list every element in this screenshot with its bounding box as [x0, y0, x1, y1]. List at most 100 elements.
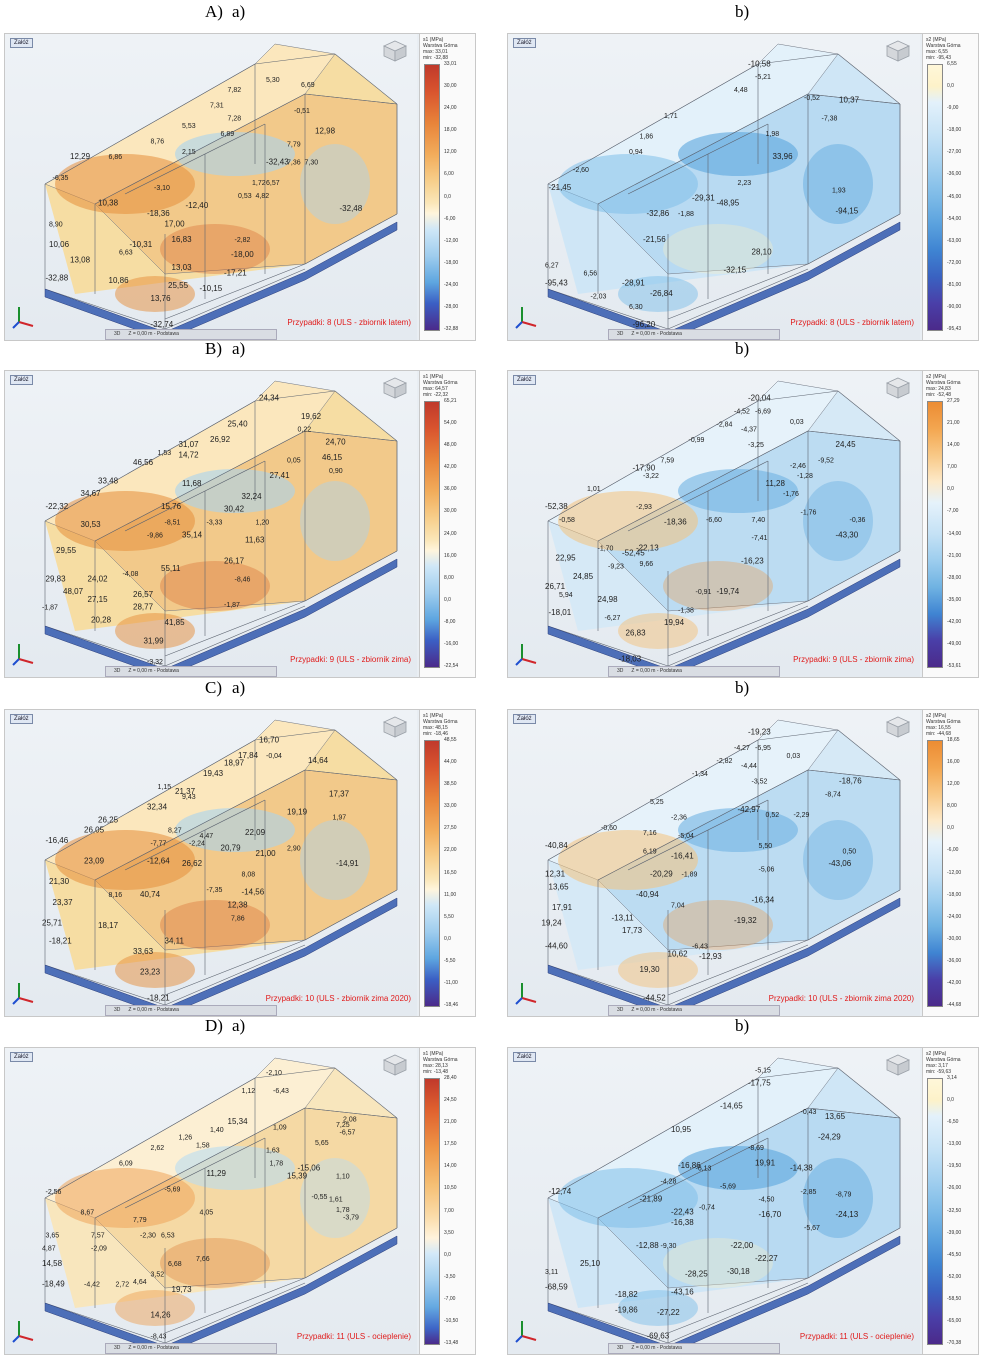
legend-tick-label: 24,50	[444, 1097, 457, 1104]
zaloz-button[interactable]: Załóż	[513, 375, 536, 385]
legend-tick-label: 48,00	[444, 442, 457, 449]
3d-viewport[interactable]: 5,30 6,69 7,82 7,31 -0,51 7,28 5,53 6,89 12,98 8,…	[5, 34, 417, 340]
view-status-bar[interactable]: 3D Z = 0,00 m - Podstawa	[608, 666, 780, 677]
model-edge	[667, 605, 809, 667]
stress-value-label: 25,71	[42, 919, 63, 928]
zaloz-button[interactable]: Załóż	[10, 38, 33, 48]
stress-value-label: 12,98	[315, 126, 336, 135]
stress-value-label: 10,38	[98, 199, 119, 208]
legend-max: max: 6,55	[926, 49, 948, 55]
view-cube-icon[interactable]	[886, 716, 910, 738]
stress-value-label: -2,29	[794, 812, 810, 819]
view-cube-icon[interactable]	[383, 377, 407, 399]
3d-viewport[interactable]: -10,58 -5,21 4,48 -0,52 10,37 1,71 -7,38 1,98 1,…	[508, 34, 920, 340]
view-status-bar[interactable]: 3D Z = 0,00 m - Podstawa	[105, 329, 277, 340]
model-edge	[44, 1302, 166, 1344]
legend-tick-label: 11,00	[444, 891, 457, 898]
zaloz-button[interactable]: Załóż	[10, 714, 33, 724]
stress-zone	[618, 952, 698, 988]
stress-zone	[803, 144, 873, 224]
stress-value-label: 10,86	[109, 276, 130, 285]
view-cube-icon[interactable]	[383, 1054, 407, 1076]
legend-tick-label: 0,0	[947, 1097, 954, 1104]
stress-value-label: -12,93	[699, 952, 722, 961]
stress-value-label: -8,74	[825, 792, 841, 799]
level-label: Z = 0,00 m - Podstawa	[128, 331, 179, 337]
3d-viewport[interactable]: 16,70 17,84 -0,04 14,64 18,97 19,43 21,37 17,37…	[5, 710, 417, 1016]
zaloz-button[interactable]: Załóż	[513, 38, 536, 48]
stress-value-label: -48,95	[717, 199, 740, 208]
stress-value-label: 5,25	[650, 799, 664, 806]
legend-tick-label: -6,50	[947, 1119, 959, 1126]
3d-viewport[interactable]: -19,23 -4,27 -6,95 0,03 -2,82 -4,44 -1,34 -3,52…	[508, 710, 920, 1016]
model-edge	[94, 93, 306, 205]
stress-zone	[663, 900, 773, 950]
level-label: Z = 0,00 m - Podstawa	[631, 1007, 682, 1013]
view-mode-label: 3D	[114, 668, 121, 674]
stress-value-label: -18,21	[147, 993, 170, 1002]
stress-value-label: 7,86	[231, 915, 245, 922]
stress-value-label: 13,65	[825, 1112, 846, 1121]
stress-value-label: -22,43	[671, 1208, 694, 1217]
stress-value-label: 24,34	[259, 394, 280, 403]
view-status-bar[interactable]: 3D Z = 0,00 m - Podstawa	[608, 329, 780, 340]
legend-max: max: 3,17	[926, 1063, 948, 1069]
stress-value-label: 19,19	[287, 808, 308, 817]
3d-viewport[interactable]: -5,15 -17,75 -14,65 -0,43 13,65 10,95 -24,29 -8…	[508, 1048, 920, 1354]
stress-value-label: 25,10	[580, 1259, 601, 1268]
stress-value-label: -14,56	[242, 888, 265, 897]
stress-value-label: 0,94	[629, 149, 643, 156]
3d-viewport[interactable]: 24,34 19,62 25,40 0,22 26,92 31,07 24,70 1,53 14…	[5, 371, 417, 677]
view-cube-icon[interactable]	[886, 40, 910, 62]
stress-value-label: 10,06	[49, 240, 70, 249]
view-status-bar[interactable]: 3D Z = 0,00 m - Podstawa	[105, 666, 277, 677]
stress-value-label: -8,46	[235, 576, 251, 583]
legend-tick-label: -26,00	[947, 1185, 962, 1192]
stress-value-label: -2,24	[189, 841, 205, 848]
stress-value-label: -9,86	[147, 533, 163, 540]
view-cube-icon[interactable]	[886, 1054, 910, 1076]
view-cube-icon[interactable]	[383, 40, 407, 62]
stress-value-label: 1,15	[158, 784, 172, 791]
legend-tick-label: -22,54	[444, 663, 459, 669]
view-cube-icon[interactable]	[383, 716, 407, 738]
stress-value-label: 14,72	[179, 451, 200, 460]
stress-value-label: 0,22	[298, 427, 312, 434]
legend-tick-label: -63,00	[947, 237, 962, 244]
zaloz-button[interactable]: Załóż	[513, 714, 536, 724]
legend-tick-label: -7,00	[947, 508, 959, 515]
stress-value-label: -16,23	[741, 556, 764, 565]
stress-value-label: 1,20	[256, 520, 270, 527]
stress-value-label: -9,52	[818, 458, 834, 465]
model-edge	[124, 460, 266, 532]
model-edge	[837, 729, 901, 781]
stress-value-label: 2,08	[343, 1117, 357, 1124]
view-status-bar[interactable]: 3D Z = 0,00 m - Podstawa	[105, 1005, 277, 1016]
view-cube-icon[interactable]	[886, 377, 910, 399]
zaloz-button[interactable]: Załóż	[10, 375, 33, 385]
stress-value-label: -3,79	[343, 1215, 359, 1222]
3d-viewport[interactable]: -2,10 1,12 -6,43 7,25 2,08 15,34 1,09 1,40 -6,57…	[5, 1048, 417, 1354]
legend-tick-label: 16,00	[947, 759, 960, 766]
legend-min: min: -44,68	[926, 731, 952, 737]
legend-tick-label: -52,00	[947, 1273, 962, 1280]
view-status-bar[interactable]: 3D Z = 0,00 m - Podstawa	[608, 1005, 780, 1016]
model-edge	[757, 729, 839, 741]
model-edge	[44, 63, 256, 185]
stress-value-label: -16,34	[752, 895, 775, 904]
stress-value-label: -10,58	[748, 59, 771, 68]
stress-value-label: -18,82	[615, 1290, 638, 1299]
stress-value-label: 1,40	[210, 1127, 224, 1134]
3d-viewport[interactable]: -20,04 -4,52 -6,69 0,03 -2,84 -4,37 -0,99 24,45…	[508, 371, 920, 677]
stress-value-label: -2,56	[46, 1189, 62, 1196]
stress-value-label: 26,71	[545, 582, 566, 591]
foundation-band	[547, 897, 901, 1016]
stress-value-label: -15,06	[298, 1164, 321, 1173]
legend-min: min: -95,43	[926, 55, 952, 61]
stress-value-label: -1,34	[692, 771, 708, 778]
zaloz-button[interactable]: Załóż	[513, 1052, 536, 1062]
stress-value-label: 3,65	[46, 1233, 60, 1240]
stress-value-label: 5,30	[266, 77, 280, 84]
stress-value-label: 9,43	[182, 794, 196, 801]
zaloz-button[interactable]: Załóż	[10, 1052, 33, 1062]
